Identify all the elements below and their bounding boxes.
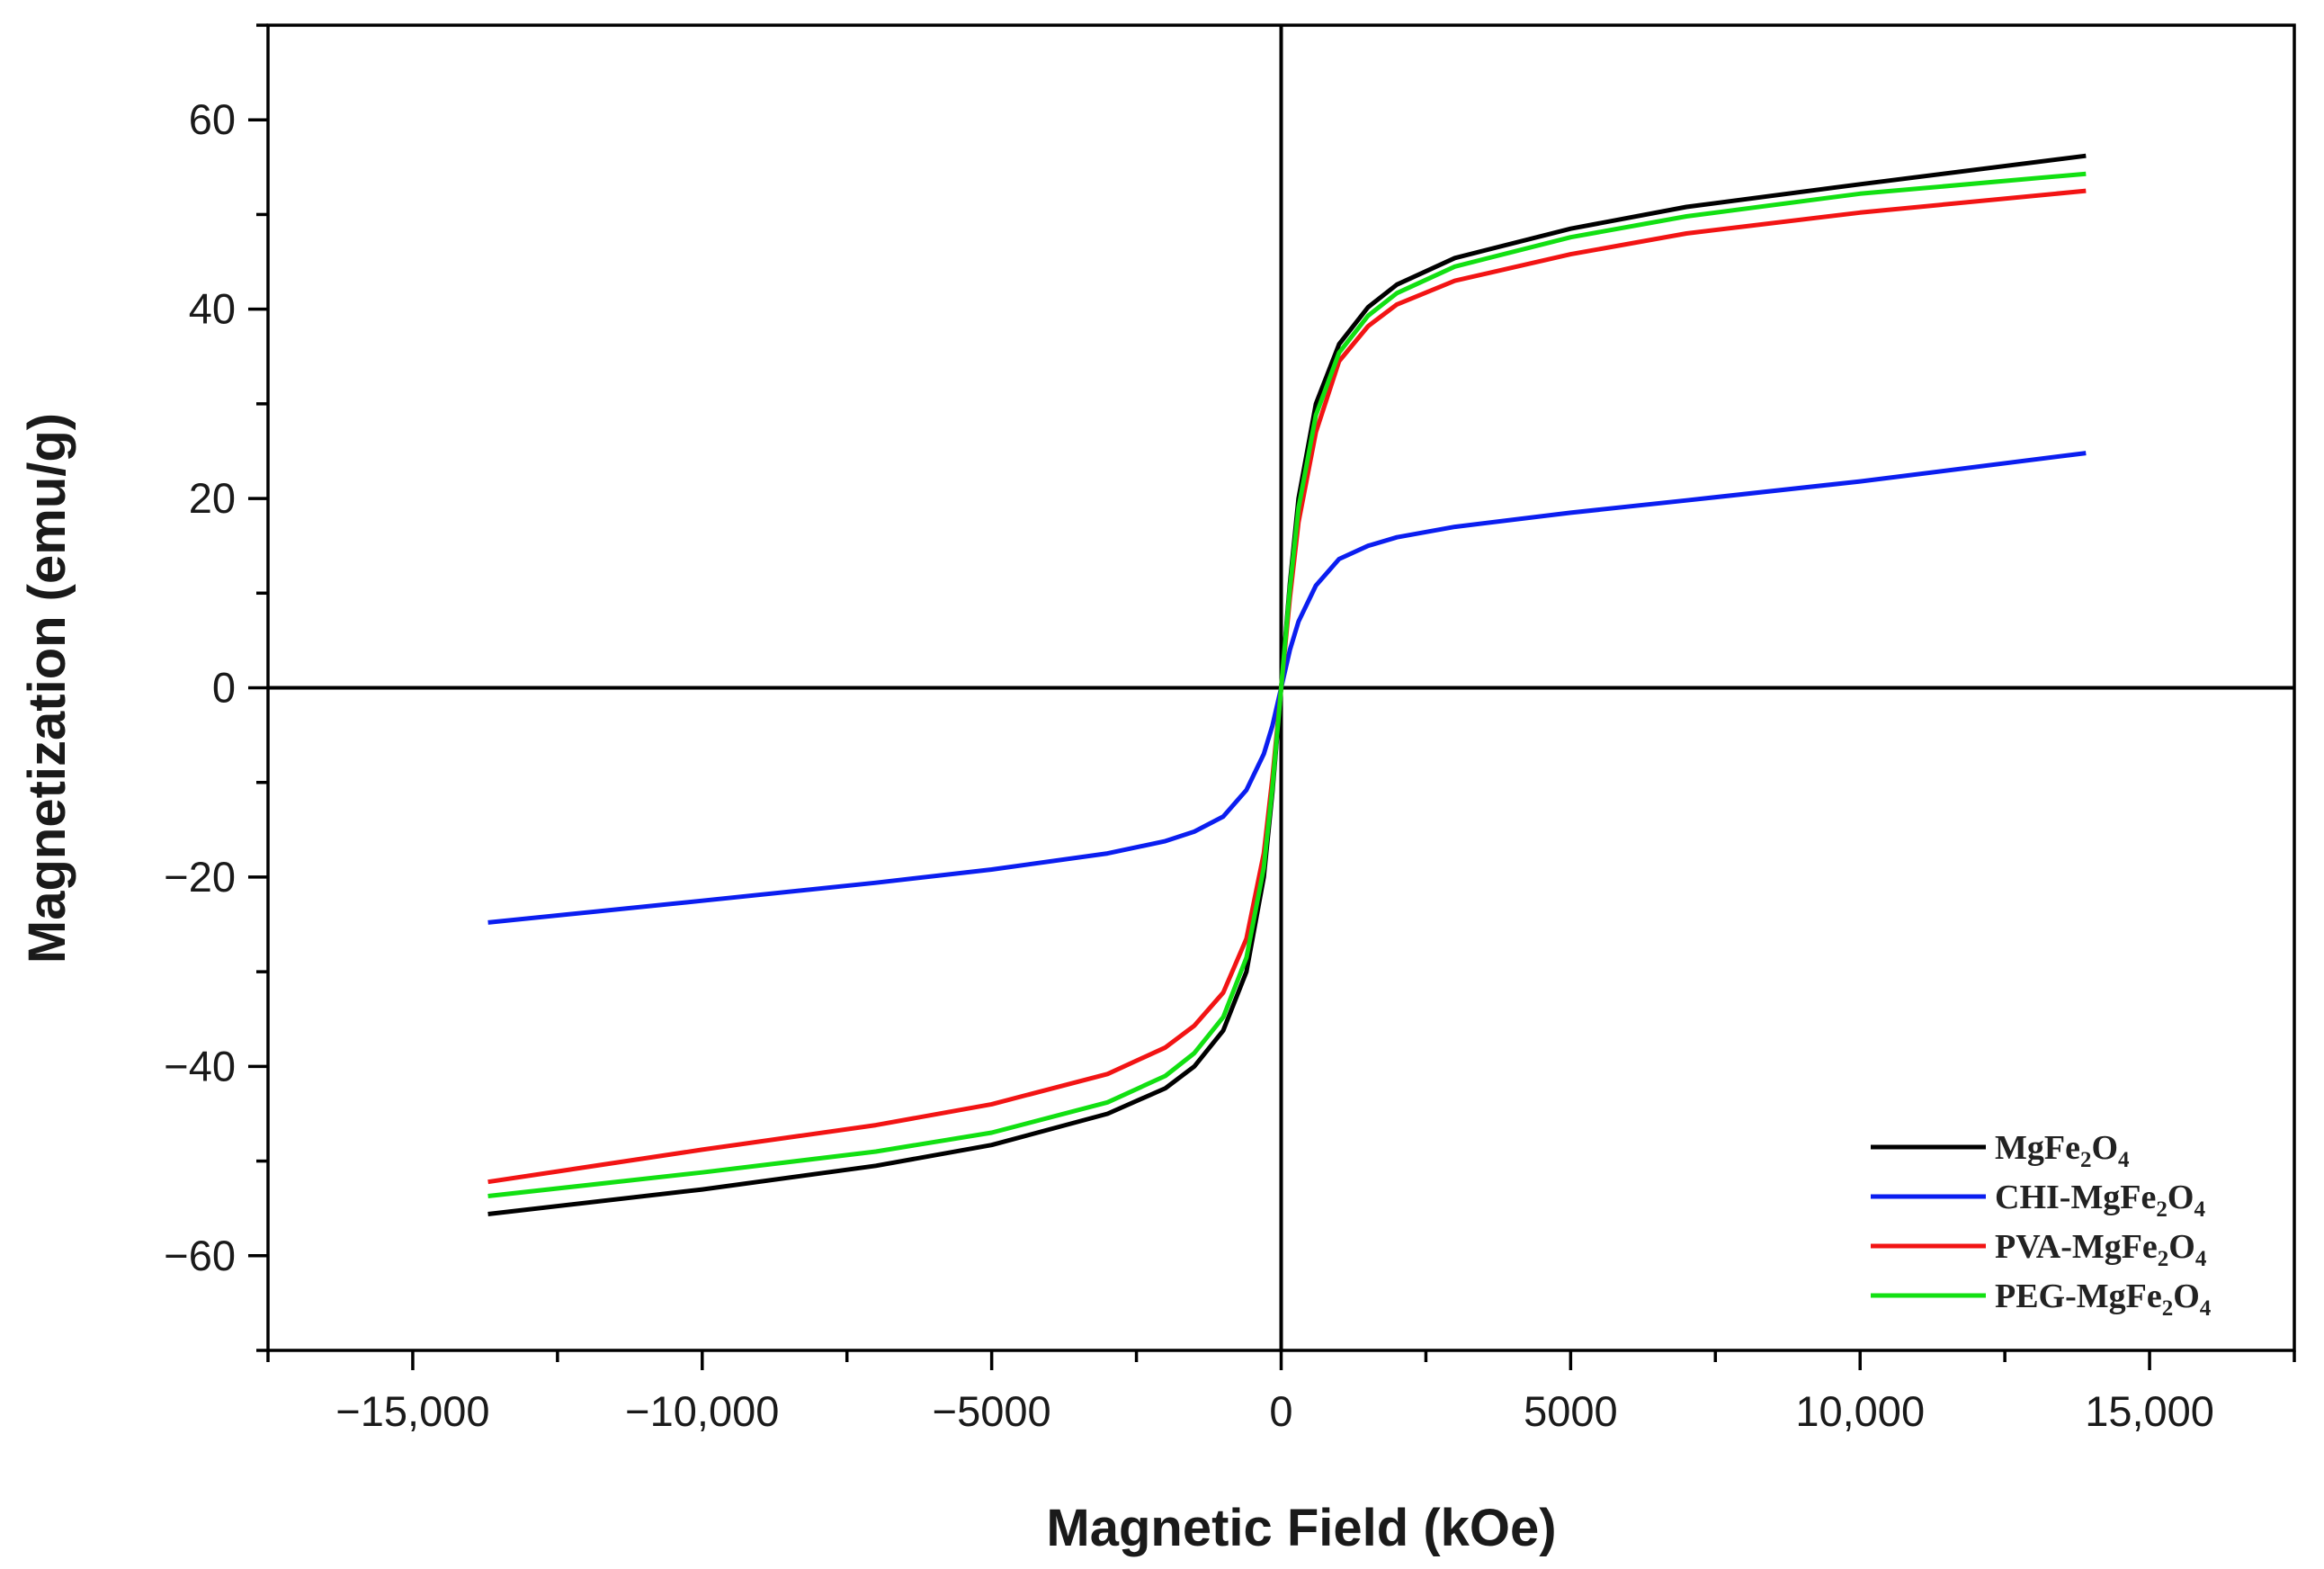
legend: MgFe2O4 CHI-MgFe2O4 PVA-MgFe2O4 PEG-MgFe2O4 — [1871, 1129, 2212, 1321]
x-tick-label: 10,000 — [1795, 1387, 1925, 1435]
series-line-peg-mgfe2o4 — [487, 171, 2087, 1198]
y-axis-title: Magnetization (emu/g) — [18, 413, 76, 964]
x-tick-label: 5000 — [1524, 1387, 1618, 1435]
y-tick-label: 20 — [189, 474, 236, 522]
y-tick-label: 0 — [212, 664, 236, 712]
legend-label-mgfe2o4: MgFe2O4 — [1995, 1129, 2130, 1172]
legend-label-pva-mgfe2o4: PVA-MgFe2O4 — [1995, 1228, 2207, 1271]
y-tick-label: −20 — [164, 853, 236, 901]
y-tick-label: 40 — [189, 285, 236, 333]
x-tick-label: −10,000 — [625, 1387, 779, 1435]
x-axis-title: Magnetic Field (kOe) — [1046, 1499, 1556, 1557]
x-tick-label: −5000 — [933, 1387, 1051, 1435]
y-axis-ticks: −60 −40 −20 0 20 40 60 — [164, 23, 268, 1352]
y-tick-label: 60 — [189, 95, 236, 143]
series-layer — [487, 153, 2087, 1216]
x-tick-label: 15,000 — [2085, 1387, 2214, 1435]
x-axis-ticks: −15,000 −10,000 −5000 0 5000 10,000 15,000 — [266, 1350, 2296, 1435]
legend-label-peg-mgfe2o4: PEG-MgFe2O4 — [1995, 1278, 2212, 1321]
legend-label-chi-mgfe2o4: CHI-MgFe2O4 — [1995, 1179, 2205, 1222]
x-tick-label: −15,000 — [335, 1387, 489, 1435]
y-tick-label: −40 — [164, 1042, 236, 1089]
x-tick-label: 0 — [1269, 1387, 1292, 1435]
y-tick-label: −60 — [164, 1232, 236, 1279]
